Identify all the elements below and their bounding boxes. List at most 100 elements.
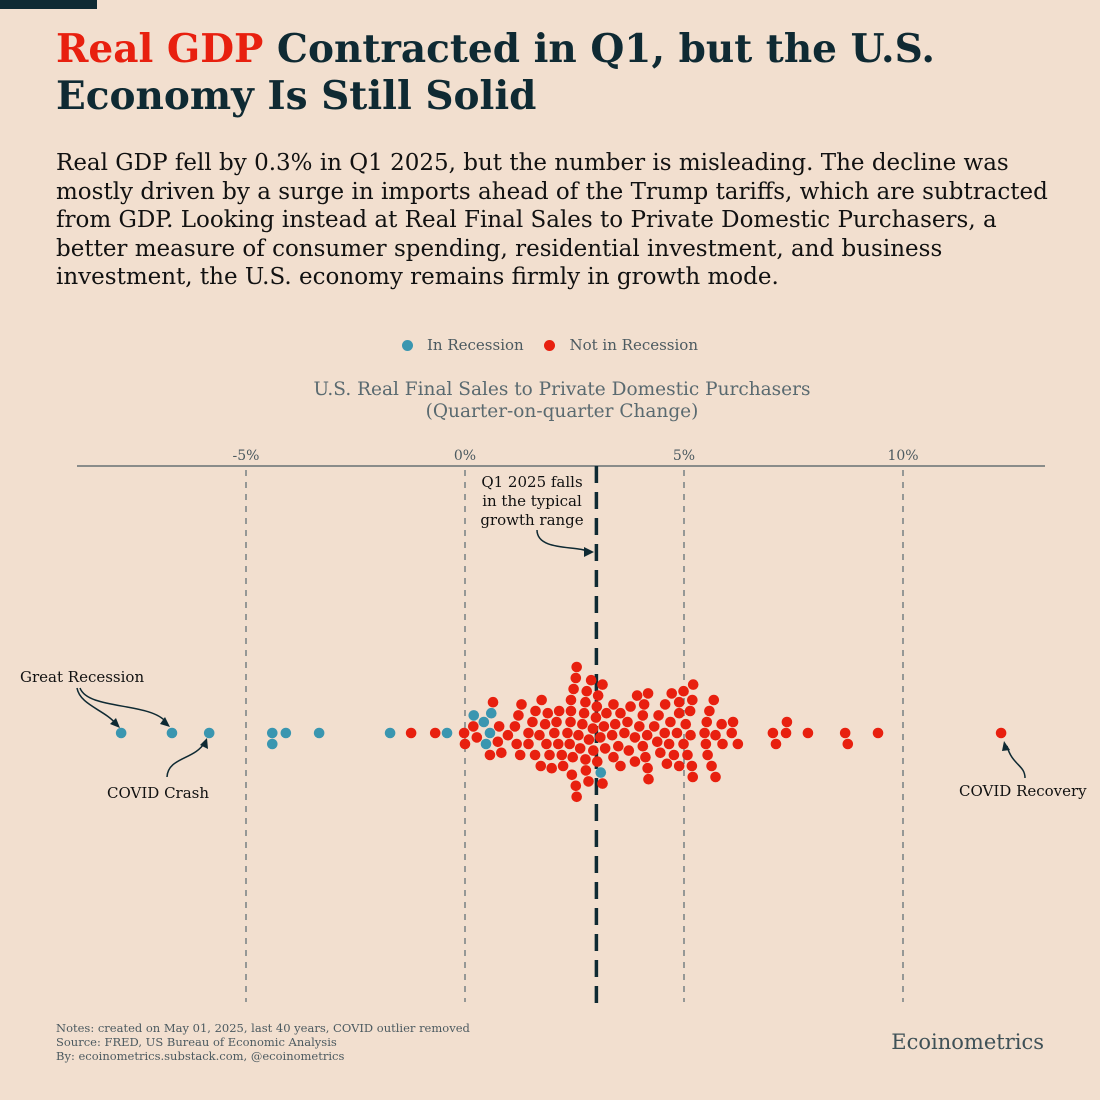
non-recession-point [640, 751, 651, 763]
non-recession-point [574, 743, 586, 754]
non-recession-point [549, 727, 560, 739]
non-recession-point [609, 718, 621, 730]
non-recession-point [613, 740, 624, 752]
recession-point [280, 727, 292, 739]
x-tick-label: 10% [887, 448, 918, 464]
non-recession-point [541, 738, 552, 750]
non-recession-point [590, 712, 602, 723]
non-recession-point [530, 705, 541, 717]
non-recession-point [535, 760, 547, 772]
non-recession-point [619, 727, 630, 739]
great-recession-label: Great Recession [20, 668, 144, 686]
non-recession-point [673, 707, 685, 719]
non-recession-point [557, 760, 569, 772]
non-recession-point [673, 760, 685, 772]
covid-crash-label: COVID Crash [107, 784, 209, 802]
non-recession-point [588, 745, 599, 756]
non-recession-point [502, 729, 514, 741]
non-recession-point [623, 745, 635, 756]
non-recession-point [523, 727, 534, 739]
covid-recovery-label: COVID Recovery [959, 782, 1087, 800]
non-recession-point [599, 743, 611, 754]
non-recession-point [615, 760, 626, 772]
non-recession-point [685, 729, 696, 741]
non-recession-point [699, 727, 710, 739]
non-recession-point [673, 696, 685, 708]
non-recession-point [708, 694, 720, 706]
non-recession-point [591, 756, 603, 767]
page-title: Real GDP Contracted in Q1, but the U.S. … [56, 26, 1056, 120]
non-recession-point [706, 760, 717, 772]
non-recession-point [684, 705, 696, 717]
non-recession-point [802, 727, 814, 739]
non-recession-point [701, 716, 713, 728]
non-recession-point [591, 701, 603, 712]
non-recession-point [687, 694, 698, 706]
q1-annotation-line1: Q1 2025 falls [481, 473, 582, 491]
legend-label: Not in Recession [569, 336, 698, 354]
non-recession-point [458, 727, 470, 739]
non-recession-point [551, 716, 562, 728]
non-recession-point [429, 727, 441, 739]
x-tick-label: -5% [233, 448, 260, 464]
non-recession-point [405, 727, 417, 739]
not-recession-dot-icon [544, 339, 556, 351]
non-recession-point [710, 771, 721, 783]
non-recession-point [637, 740, 649, 752]
non-recession-point [568, 683, 579, 695]
covid-crash-arrow [166, 741, 206, 778]
non-recession-point [567, 751, 579, 763]
q1-annotation-line3: growth range [480, 511, 583, 529]
non-recession-point [595, 732, 606, 743]
non-recession-point [592, 690, 604, 701]
non-recession-point [583, 776, 594, 787]
non-recession-point [585, 674, 597, 686]
non-recession-point [562, 727, 573, 739]
non-recession-point [727, 716, 739, 728]
recession-point [313, 727, 325, 739]
non-recession-point [570, 672, 582, 684]
recession-dot-icon [402, 339, 413, 351]
great-recession-arrow-1 [76, 687, 117, 725]
non-recession-point [577, 718, 588, 730]
non-recession-point [704, 705, 715, 717]
non-recession-point [552, 738, 564, 750]
recession-point [384, 727, 396, 739]
non-recession-point [573, 729, 584, 741]
great-recession-arrow-2 [79, 687, 167, 723]
non-recession-point [493, 721, 505, 732]
non-recession-point [638, 699, 650, 710]
non-recession-point [523, 738, 534, 750]
q1-arrow [536, 529, 589, 553]
arrow-heads [110, 547, 1010, 751]
byline-text: By: ecoinometrics.substack.com, @ecoinom… [56, 1049, 345, 1063]
non-recession-point [687, 771, 699, 783]
recession-point [166, 727, 178, 739]
non-recession-point [459, 738, 471, 750]
top-accent-bar [0, 0, 97, 9]
legend-item-recession: In Recession [402, 336, 524, 354]
non-recession-point [492, 736, 504, 748]
non-recession-point [511, 738, 522, 750]
recession-point [115, 727, 127, 739]
recession-point [480, 738, 492, 750]
non-recession-point [597, 778, 608, 789]
non-recession-point [839, 727, 851, 739]
non-recession-point [642, 762, 653, 774]
non-recession-point [565, 694, 577, 706]
legend-item-not-recession: Not in Recession [544, 336, 698, 354]
non-recession-point [678, 685, 689, 697]
non-recession-point [542, 707, 554, 719]
recession-point [266, 738, 278, 750]
recession-point [595, 767, 607, 778]
non-recession-point [514, 749, 526, 761]
non-recession-point [570, 780, 582, 792]
non-recession-point [516, 699, 527, 710]
footer-notes: Notes: created on May 01, 2025, last 40 … [56, 1021, 470, 1063]
non-recession-point [661, 758, 673, 770]
non-recession-point [583, 734, 595, 745]
non-recession-point [527, 716, 538, 728]
non-recession-point [565, 716, 576, 728]
non-recession-point [629, 732, 641, 743]
